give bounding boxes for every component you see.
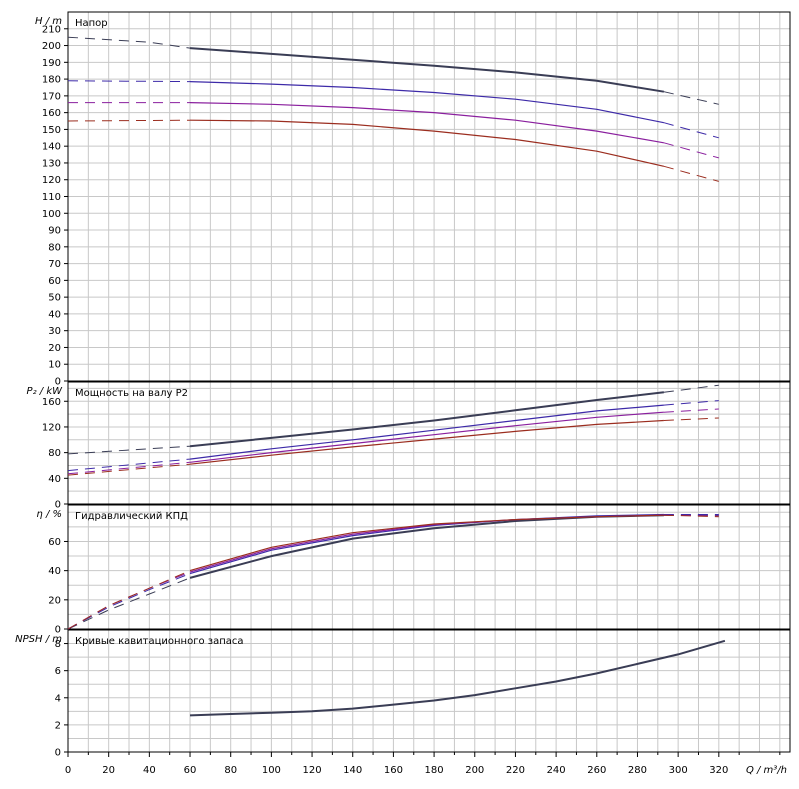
series-head-3-extrapolated-left (67, 119, 191, 122)
y-tick-label: 0 (55, 500, 61, 511)
series-power-2 (189, 411, 664, 463)
x-tick-label: 80 (224, 765, 237, 776)
series-eff-0-extrapolated-left (67, 577, 191, 630)
x-tick-label: 200 (465, 765, 484, 776)
y-tick-label: 40 (48, 566, 61, 577)
y-axis-label-head: H / m (35, 16, 62, 27)
y-tick-label: 10 (48, 360, 61, 371)
y-tick-label: 80 (48, 448, 61, 459)
panel-title-npsh: Кривые кавитационного запаса (75, 636, 244, 647)
y-axis-label-power: P₂ / kW (27, 386, 64, 397)
y-axis-label-npsh: NPSH / m (15, 634, 62, 645)
y-axis-label-eff: η / % (36, 509, 62, 520)
x-tick-label: 0 (65, 765, 71, 776)
series-power-1-extrapolated-left (67, 458, 191, 472)
y-tick-label: 120 (42, 422, 61, 433)
series-power-2-extrapolated-right (663, 408, 719, 413)
y-tick-label: 40 (48, 309, 61, 320)
series-eff-2 (189, 514, 664, 573)
x-tick-label: 60 (184, 765, 197, 776)
series-npsh-0 (189, 639, 726, 717)
panel-frame-eff (67, 504, 791, 630)
series-head-0-extrapolated-right (663, 91, 719, 105)
series-head-0 (189, 47, 665, 93)
x-tick-label: 20 (102, 765, 115, 776)
y-tick-label: 100 (42, 209, 61, 220)
series-head-1-extrapolated-right (663, 122, 719, 139)
series-head-3-extrapolated-right (663, 165, 719, 182)
series-eff-3-extrapolated-left (67, 570, 191, 630)
series-power-1-extrapolated-right (663, 400, 719, 406)
series-power-3-extrapolated-left (67, 463, 191, 476)
y-tick-label: 0 (55, 377, 61, 388)
y-tick-label: 80 (48, 242, 61, 253)
y-tick-label: 60 (48, 537, 61, 548)
y-tick-label: 160 (42, 108, 61, 119)
panel-title-eff: Гидравлический КПД (75, 511, 188, 522)
y-tick-label: 30 (48, 326, 61, 337)
x-axis-label: Q / m³/h (746, 765, 787, 776)
y-tick-label: 0 (55, 625, 61, 636)
y-tick-label: 150 (42, 125, 61, 136)
x-tick-label: 140 (343, 765, 362, 776)
y-tick-label: 0 (55, 748, 61, 759)
series-head-1 (189, 81, 665, 124)
y-tick-label: 130 (42, 158, 61, 169)
x-tick-label: 100 (262, 765, 281, 776)
series-head-3 (189, 119, 665, 167)
x-tick-label: 300 (669, 765, 688, 776)
x-tick-label: 40 (143, 765, 156, 776)
panel-frame-npsh (67, 629, 791, 753)
y-tick-label: 60 (48, 276, 61, 287)
y-tick-label: 200 (42, 41, 61, 52)
series-eff-3-extrapolated-right (663, 514, 719, 518)
x-tick-label: 160 (384, 765, 403, 776)
panel-frame-power (67, 381, 791, 505)
series-head-1-extrapolated-left (67, 80, 191, 83)
panel-title-power: Мощность на валу P2 (75, 388, 188, 399)
y-tick-label: 50 (48, 293, 61, 304)
y-tick-label: 90 (48, 226, 61, 237)
y-tick-label: 8 (55, 639, 61, 650)
x-tick-label: 320 (709, 765, 728, 776)
series-power-0 (189, 391, 665, 448)
series-power-0-extrapolated-left (67, 445, 191, 455)
series-eff-1-extrapolated-left (67, 573, 191, 630)
series-power-3 (189, 419, 664, 465)
x-tick-label: 240 (547, 765, 566, 776)
series-head-0-extrapolated-left (67, 36, 191, 49)
series-head-2-extrapolated-right (663, 142, 719, 159)
y-tick-label: 4 (55, 693, 61, 704)
x-tick-label: 280 (628, 765, 647, 776)
y-tick-label: 170 (42, 91, 61, 102)
x-tick-label: 120 (303, 765, 322, 776)
panel-title-head: Напор (75, 18, 108, 29)
y-tick-label: 210 (42, 24, 61, 35)
y-tick-label: 160 (42, 397, 61, 408)
series-eff-1 (189, 513, 664, 575)
y-tick-label: 180 (42, 75, 61, 86)
series-head-2 (189, 102, 665, 144)
y-tick-label: 40 (48, 474, 61, 485)
y-tick-label: 190 (42, 58, 61, 69)
series-power-1 (189, 404, 664, 460)
x-tick-label: 260 (587, 765, 606, 776)
y-tick-label: 20 (48, 595, 61, 606)
series-power-3-extrapolated-right (663, 417, 719, 421)
series-eff-3 (189, 514, 664, 572)
y-tick-label: 120 (42, 175, 61, 186)
y-tick-label: 110 (42, 192, 61, 203)
x-tick-label: 220 (506, 765, 525, 776)
y-tick-label: 70 (48, 259, 61, 270)
y-tick-label: 6 (55, 666, 61, 677)
y-tick-label: 2 (55, 720, 61, 731)
y-tick-label: 140 (42, 142, 61, 153)
series-power-0-extrapolated-right (663, 384, 719, 393)
series-power-2-extrapolated-left (67, 461, 191, 475)
y-tick-label: 20 (48, 343, 61, 354)
x-tick-label: 180 (425, 765, 444, 776)
